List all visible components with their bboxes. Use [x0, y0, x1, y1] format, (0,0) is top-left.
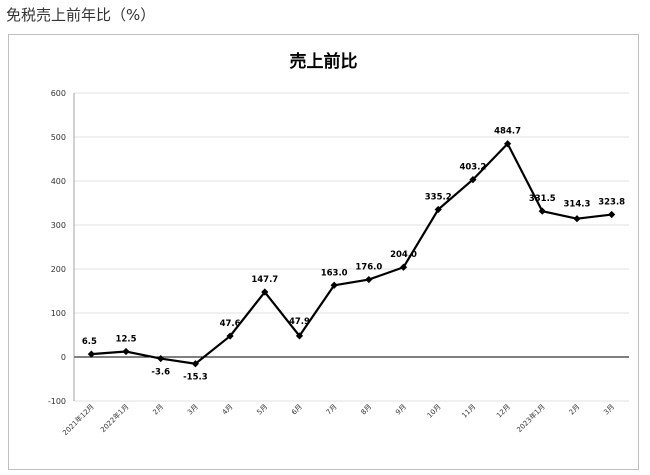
data-point-marker: [538, 207, 546, 215]
series-line-group: [91, 142, 612, 365]
x-tick-label: 9月: [394, 403, 408, 417]
x-tick-label: 2月: [151, 403, 165, 417]
gridlines: [74, 92, 629, 402]
data-label: 403.2: [459, 163, 486, 173]
data-point-marker: [226, 332, 234, 340]
x-tick-label: 7月: [325, 403, 339, 417]
x-tick-label: 10月: [426, 403, 443, 420]
x-tick-label: 2023年1月: [515, 402, 547, 434]
data-point-marker: [295, 332, 304, 340]
chart-frame: 売上前比 -100 0 100 200 300 400 500 600 2021年12月 202…: [8, 34, 639, 470]
x-tick-label: 11月: [460, 403, 477, 420]
data-point-marker: [191, 360, 200, 368]
page-heading: 免税売上前年比（%）: [6, 6, 156, 24]
data-label: 204.0: [390, 250, 417, 260]
data-label: 12.5: [116, 335, 137, 345]
x-tick-label: 2021年12月: [61, 402, 96, 437]
data-point-marker: [573, 215, 581, 223]
x-tick-label: 2月: [568, 403, 582, 417]
x-tick-label: 3月: [602, 403, 616, 417]
y-tick-label: 200: [51, 265, 66, 274]
data-label: 331.5: [529, 194, 556, 204]
x-axis: 2021年12月 2022年1月 2月 3月 4月 5月 6月 7月 8月 9月 10月 11月 12月…: [61, 402, 616, 437]
data-point-marker: [503, 140, 512, 148]
data-point-marker: [365, 275, 373, 284]
data-point-marker: [608, 210, 616, 219]
data-label: 484.7: [494, 127, 521, 137]
data-point-marker: [399, 263, 408, 271]
y-tick-label: 100: [51, 309, 66, 318]
data-label: 47.9: [289, 317, 310, 327]
y-tick-label: 400: [51, 177, 66, 186]
x-tick-label: 8月: [359, 403, 373, 417]
data-label: -3.6: [151, 368, 170, 378]
y-tick-label: 300: [51, 221, 66, 230]
data-label: 147.7: [251, 275, 278, 285]
data-label: 47.6: [220, 319, 241, 329]
x-tick-label: 3月: [186, 403, 200, 417]
x-tick-label: 6月: [290, 403, 304, 417]
data-label: 176.0: [355, 263, 382, 273]
y-tick-label: 500: [51, 133, 66, 142]
data-labels: 6.5 12.5 -3.6 -15.3 47.6 147.7 47.9 163.0 176.0 2…: [82, 127, 625, 383]
data-label: 6.5: [82, 337, 97, 347]
y-tick-label: 600: [51, 89, 66, 98]
markers: [87, 140, 616, 368]
data-label: -15.3: [183, 373, 208, 383]
y-axis: -100 0 100 200 300 400 500 600: [48, 89, 75, 406]
y-tick-label: -100: [48, 397, 66, 406]
data-point-marker: [330, 281, 338, 289]
y-tick-label: 0: [61, 353, 66, 362]
x-tick-label: 4月: [221, 403, 235, 417]
data-point-marker: [122, 347, 130, 356]
data-label: 163.0: [321, 268, 348, 278]
chart-title: 売上前比: [289, 52, 358, 72]
data-label: 314.3: [564, 200, 591, 210]
data-point-marker: [469, 175, 477, 184]
series-line: [91, 142, 612, 365]
data-label: 323.8: [598, 198, 625, 208]
data-label: 335.2: [425, 193, 452, 203]
x-tick-label: 5月: [255, 403, 269, 417]
x-tick-label: 2022年1月: [98, 402, 130, 434]
data-point-marker: [157, 354, 165, 363]
x-tick-label: 12月: [495, 403, 512, 420]
data-point-marker: [434, 205, 442, 214]
data-point-marker: [87, 350, 95, 358]
